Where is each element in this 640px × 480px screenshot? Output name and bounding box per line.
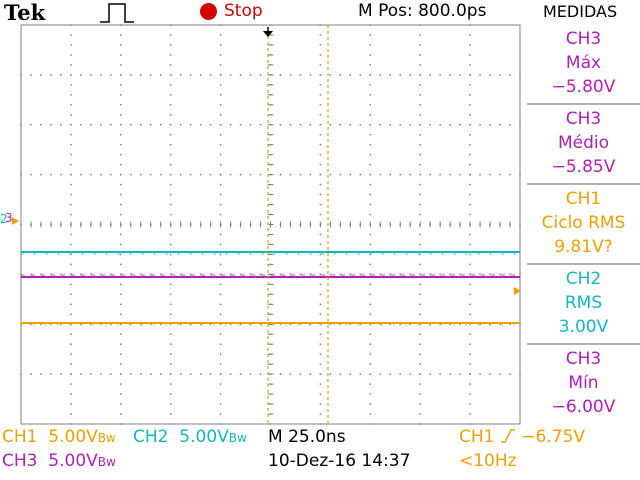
divider <box>527 263 640 265</box>
measurement-value: −6.00V <box>551 397 616 417</box>
divider <box>527 103 640 105</box>
ground-marker-arrow-icon <box>12 217 19 225</box>
ch2-scale: 5.00V <box>179 427 229 447</box>
trigger-level-marker-icon <box>514 287 521 295</box>
trigger-channel: CH1 <box>459 427 495 447</box>
pulse-icon <box>100 3 134 23</box>
trigger-position-marker-icon <box>263 31 273 37</box>
ch3-scale: 5.00V <box>48 451 98 471</box>
measurement-value: −5.80V <box>551 77 616 97</box>
rising-edge-icon <box>500 429 515 443</box>
graticule-grid <box>20 24 521 425</box>
measurement-ch3-max[interactable]: CH3 Máx −5.80V <box>527 27 640 99</box>
measurement-label: Mín <box>568 373 599 393</box>
divider <box>527 343 640 345</box>
measurement-channel: CH1 <box>565 189 602 209</box>
measurement-ch2-rms[interactable]: CH2 RMS 3.00V <box>527 267 640 339</box>
ch3-name: CH3 <box>2 451 38 471</box>
trigger-level: −6.75V <box>521 427 586 447</box>
ch2-name: CH2 <box>133 427 169 447</box>
stop-indicator-icon <box>200 3 217 20</box>
divider <box>527 183 640 185</box>
ch1-name: CH1 <box>2 427 38 447</box>
measurement-ch1-cycle-rms[interactable]: CH1 Ciclo RMS 9.81V? <box>527 187 640 259</box>
ch3-scale-readout: CH3 5.00VBw <box>2 451 116 471</box>
measurement-channel: CH3 <box>565 109 602 129</box>
measurement-channel: CH3 <box>565 29 602 49</box>
ch2-scale-readout: CH2 5.00VBw <box>133 427 247 447</box>
measurement-value: 9.81V? <box>554 237 613 257</box>
measurements-menu-title[interactable]: MEDIDAS <box>543 2 618 21</box>
trigger-readout: CH1 −6.75V <box>459 427 585 447</box>
horizontal-position-readout: M Pos: 800.0ps <box>358 1 487 21</box>
brand-logo: Tek <box>4 0 46 25</box>
ch2-trace <box>21 251 520 255</box>
ch1-scale-readout: CH1 5.00VBw <box>2 427 116 447</box>
measurement-label: RMS <box>564 293 603 313</box>
measurement-label: Máx <box>565 53 602 73</box>
measurement-value: 3.00V <box>558 317 609 337</box>
ch3-trace <box>21 274 520 278</box>
measurement-channel: CH3 <box>565 349 602 369</box>
ch1-trace <box>21 322 520 326</box>
ch1-scale: 5.00V <box>48 427 98 447</box>
bandwidth-limit-label: Bw <box>97 431 116 445</box>
date-time-readout: 10-Dez-16 14:37 <box>268 451 411 471</box>
measurement-channel: CH2 <box>565 269 602 289</box>
measurement-label: Ciclo RMS <box>541 213 626 233</box>
ch2-ground-marker: 2 <box>0 212 8 226</box>
measurement-ch3-mean[interactable]: CH3 Médio −5.85V <box>527 107 640 179</box>
measurement-value: −5.85V <box>551 157 616 177</box>
bandwidth-limit-label: Bw <box>228 431 247 445</box>
bandwidth-limit-label: Bw <box>97 455 116 469</box>
trigger-frequency-readout: <10Hz <box>459 451 517 471</box>
timebase-readout: M 25.0ns <box>268 427 346 447</box>
ch3-ground-marker: 3 <box>5 211 13 225</box>
measurement-label: Médio <box>557 133 610 153</box>
run-state-label: Stop <box>224 1 263 21</box>
measurement-ch3-min[interactable]: CH3 Mín −6.00V <box>527 347 640 419</box>
